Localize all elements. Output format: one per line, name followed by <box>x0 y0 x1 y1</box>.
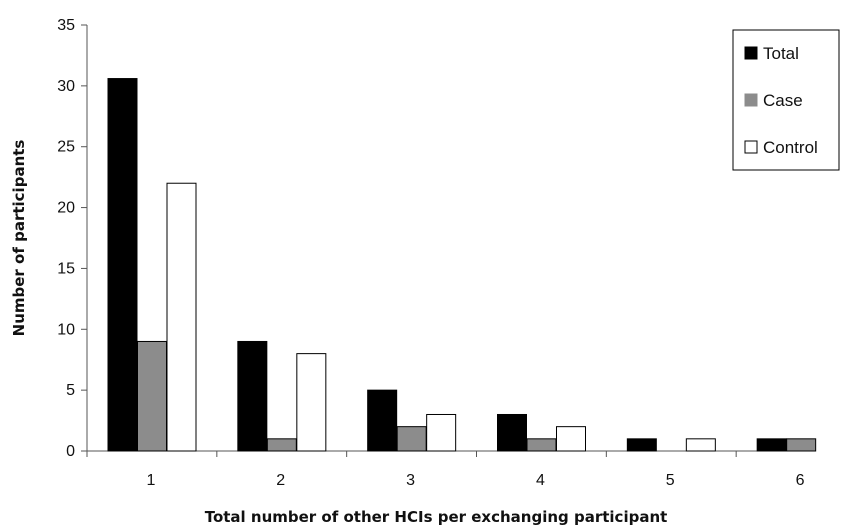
bar-case-6 <box>786 438 817 452</box>
x-tick-label: 4 <box>536 472 545 489</box>
bar-total-5 <box>626 438 657 452</box>
bar-total-1 <box>107 78 138 452</box>
bar-control-5 <box>685 438 716 452</box>
y-tick-label: 10 <box>57 321 75 338</box>
y-axis-title: Number of participants <box>10 140 28 337</box>
bar-total-3 <box>367 389 398 452</box>
legend-swatch-case <box>744 93 758 107</box>
bar-total-2 <box>237 340 268 452</box>
x-tick-label: 5 <box>666 472 675 489</box>
x-axis: 1 2 3 4 5 6 <box>86 450 805 489</box>
bar-total-6 <box>756 438 787 452</box>
bar-case-1 <box>137 340 167 452</box>
y-tick-label: 20 <box>57 200 75 217</box>
legend-swatch-total <box>744 46 758 60</box>
legend-label-control: Control <box>763 138 818 157</box>
y-axis: 0 5 10 15 20 25 30 35 <box>57 17 88 460</box>
y-tick-label: 25 <box>57 139 75 156</box>
bars <box>107 78 817 452</box>
legend: Total Case Control <box>732 29 840 171</box>
bar-case-2 <box>266 438 297 452</box>
x-tick-label: 3 <box>406 472 415 489</box>
y-tick-label: 30 <box>57 78 75 95</box>
legend-label-case: Case <box>763 91 803 110</box>
x-tick-label: 1 <box>146 472 155 489</box>
x-tick-label: 6 <box>796 472 805 489</box>
bar-case-3 <box>396 426 427 452</box>
y-tick-label: 35 <box>57 17 75 34</box>
y-tick-label: 0 <box>66 443 75 460</box>
y-tick-label: 5 <box>66 382 75 399</box>
y-tick-label: 15 <box>57 260 75 277</box>
bar-control-2 <box>296 353 327 452</box>
legend-swatch-control <box>744 140 758 154</box>
bar-control-4 <box>556 426 586 452</box>
bar-total-4 <box>497 413 527 452</box>
x-axis-title: Total number of other HCIs per exchangin… <box>205 508 668 526</box>
legend-label-total: Total <box>763 44 799 63</box>
bar-control-1 <box>166 182 197 452</box>
bar-case-4 <box>526 438 557 452</box>
bar-control-3 <box>426 413 457 452</box>
x-tick-label: 2 <box>276 472 285 489</box>
